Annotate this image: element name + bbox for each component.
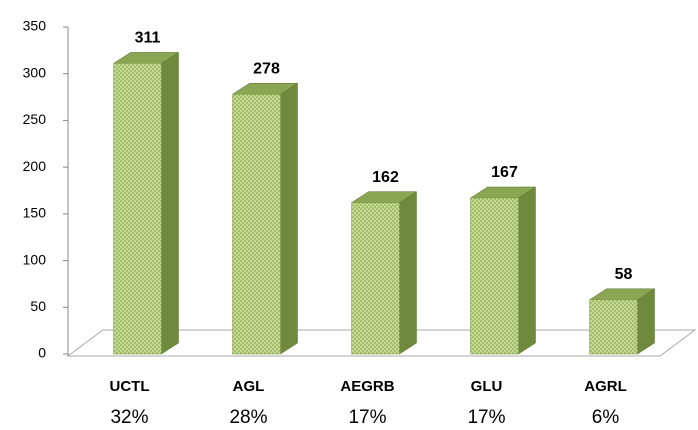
value-label: 58	[615, 266, 633, 283]
y-tick-label: 50	[30, 298, 46, 314]
x-tick-label: GLU	[471, 378, 503, 395]
bar-side	[637, 288, 655, 355]
x-tick-label: AEGRB	[340, 378, 394, 395]
y-tick-label: 150	[23, 205, 47, 221]
bar	[470, 197, 519, 355]
share-label: 28%	[229, 407, 267, 428]
value-label: 162	[372, 169, 399, 186]
bar-side	[518, 186, 536, 355]
bar-side	[161, 51, 179, 355]
y-tick-label: 100	[23, 251, 47, 267]
y-tick-label: 0	[38, 345, 46, 361]
bar-side	[399, 191, 417, 355]
bar	[351, 202, 400, 355]
bar	[589, 299, 638, 355]
share-label: 17%	[348, 407, 386, 428]
share-label: 32%	[110, 407, 148, 428]
bar-side	[280, 82, 298, 355]
y-tick-label: 350	[23, 18, 47, 34]
value-label: 311	[135, 30, 161, 47]
x-tick-label: UCTL	[110, 378, 150, 395]
value-label: 278	[253, 60, 280, 77]
x-tick-label: AGRL	[584, 378, 627, 395]
bar	[232, 94, 281, 355]
share-label: 17%	[467, 407, 505, 428]
bar	[113, 63, 162, 355]
share-label: 6%	[592, 407, 620, 428]
value-label: 167	[491, 164, 518, 181]
y-tick-label: 200	[23, 158, 47, 174]
x-tick-label: AGL	[233, 378, 265, 395]
y-tick-label: 250	[23, 111, 47, 127]
y-tick-label: 300	[23, 64, 47, 80]
